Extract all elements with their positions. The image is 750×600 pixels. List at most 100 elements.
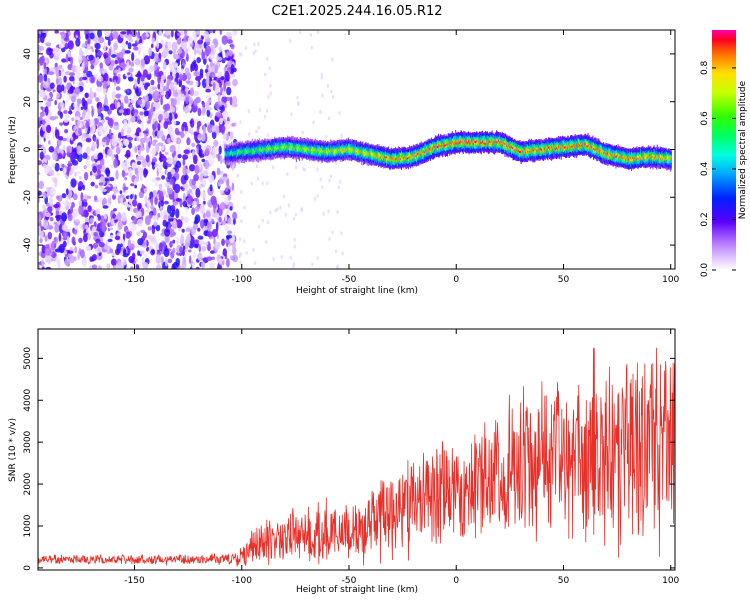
noise-cell: [286, 172, 289, 177]
noise-cell: [42, 119, 46, 126]
noise-cell: [172, 61, 176, 67]
noise-cell: [189, 87, 194, 97]
noise-cell: [184, 216, 189, 223]
noise-cell: [222, 260, 225, 266]
noise-cell: [110, 164, 114, 168]
noise-cell: [284, 212, 287, 217]
noise-cell: [151, 225, 156, 235]
noise-cell: [215, 55, 219, 61]
noise-cell: [150, 205, 155, 209]
noise-cell: [61, 212, 68, 222]
noise-cell: [143, 253, 148, 258]
noise-cell: [68, 31, 71, 36]
noise-cell: [212, 81, 216, 91]
noise-cell: [340, 133, 343, 138]
noise-cell: [164, 228, 171, 237]
noise-cell: [255, 164, 258, 169]
noise-cell: [64, 37, 70, 42]
noise-cell: [48, 146, 55, 153]
noise-cell: [225, 121, 231, 129]
noise-cell: [136, 161, 142, 165]
noise-cell: [120, 31, 127, 35]
noise-cell: [121, 41, 126, 49]
noise-cell: [331, 230, 334, 235]
noise-cell: [140, 121, 145, 131]
noise-cell: [76, 171, 81, 175]
noise-cell: [158, 201, 161, 209]
noise-cell: [73, 102, 78, 109]
noise-cell: [240, 219, 243, 224]
noise-cell: [290, 112, 293, 117]
noise-cell: [59, 102, 65, 108]
noise-cell: [193, 70, 200, 77]
noise-cell: [104, 30, 109, 36]
noise-cell: [127, 42, 132, 50]
noise-cell: [125, 231, 131, 239]
noise-cell: [71, 201, 75, 208]
noise-cell: [61, 193, 67, 199]
noise-cell: [43, 74, 48, 82]
noise-cell: [209, 184, 213, 192]
noise-cell: [219, 117, 223, 125]
noise-cell: [73, 229, 78, 235]
noise-cell: [209, 262, 213, 269]
noise-cell: [186, 234, 191, 243]
noise-cell: [230, 64, 235, 74]
noise-cell: [224, 49, 228, 53]
noise-cell: [158, 190, 164, 200]
noise-cell: [175, 257, 180, 267]
noise-cell: [209, 157, 214, 166]
noise-cell: [340, 231, 343, 236]
noise-cell: [101, 119, 104, 124]
noise-cell: [232, 79, 238, 87]
noise-cell: [178, 93, 186, 102]
noise-cell: [56, 195, 59, 200]
noise-cell: [224, 223, 230, 231]
noise-cell: [217, 152, 221, 162]
noise-cell: [94, 42, 101, 50]
noise-cell: [206, 108, 211, 118]
noise-cell: [120, 128, 125, 137]
noise-cell: [53, 243, 57, 249]
noise-cell: [143, 187, 148, 194]
noise-cell: [43, 62, 47, 70]
noise-cell: [322, 211, 325, 216]
noise-cell: [63, 75, 67, 83]
noise-cell: [94, 184, 99, 189]
noise-cell: [63, 251, 68, 255]
noise-cell: [93, 92, 97, 98]
noise-cell: [234, 121, 237, 126]
noise-cell: [38, 214, 41, 223]
noise-cell: [83, 201, 88, 207]
noise-cell: [134, 194, 137, 200]
noise-cell: [175, 160, 182, 169]
noise-cell: [61, 163, 65, 168]
noise-cell: [104, 54, 107, 60]
noise-cell: [135, 211, 142, 218]
noise-cell: [99, 62, 103, 69]
noise-cell: [114, 59, 118, 65]
noise-cell: [152, 207, 157, 216]
noise-cell: [131, 162, 137, 169]
noise-cell: [176, 58, 181, 63]
noise-cell: [300, 206, 303, 211]
noise-cell: [296, 95, 299, 100]
noise-cell: [85, 224, 88, 230]
noise-cell: [206, 221, 212, 231]
noise-cell: [216, 167, 221, 176]
noise-cell: [89, 175, 95, 179]
noise-cell: [182, 256, 187, 264]
noise-cell: [119, 194, 125, 199]
noise-cell: [243, 239, 246, 244]
noise-cell: [43, 66, 47, 76]
noise-cell: [185, 96, 189, 105]
noise-cell: [85, 137, 92, 143]
noise-cell: [227, 230, 233, 235]
noise-cell: [81, 43, 87, 48]
noise-cell: [187, 195, 194, 205]
noise-cell: [243, 205, 246, 210]
noise-cell: [40, 33, 45, 44]
noise-cell: [316, 256, 319, 261]
noise-cell: [153, 63, 158, 71]
noise-cell: [184, 207, 189, 212]
